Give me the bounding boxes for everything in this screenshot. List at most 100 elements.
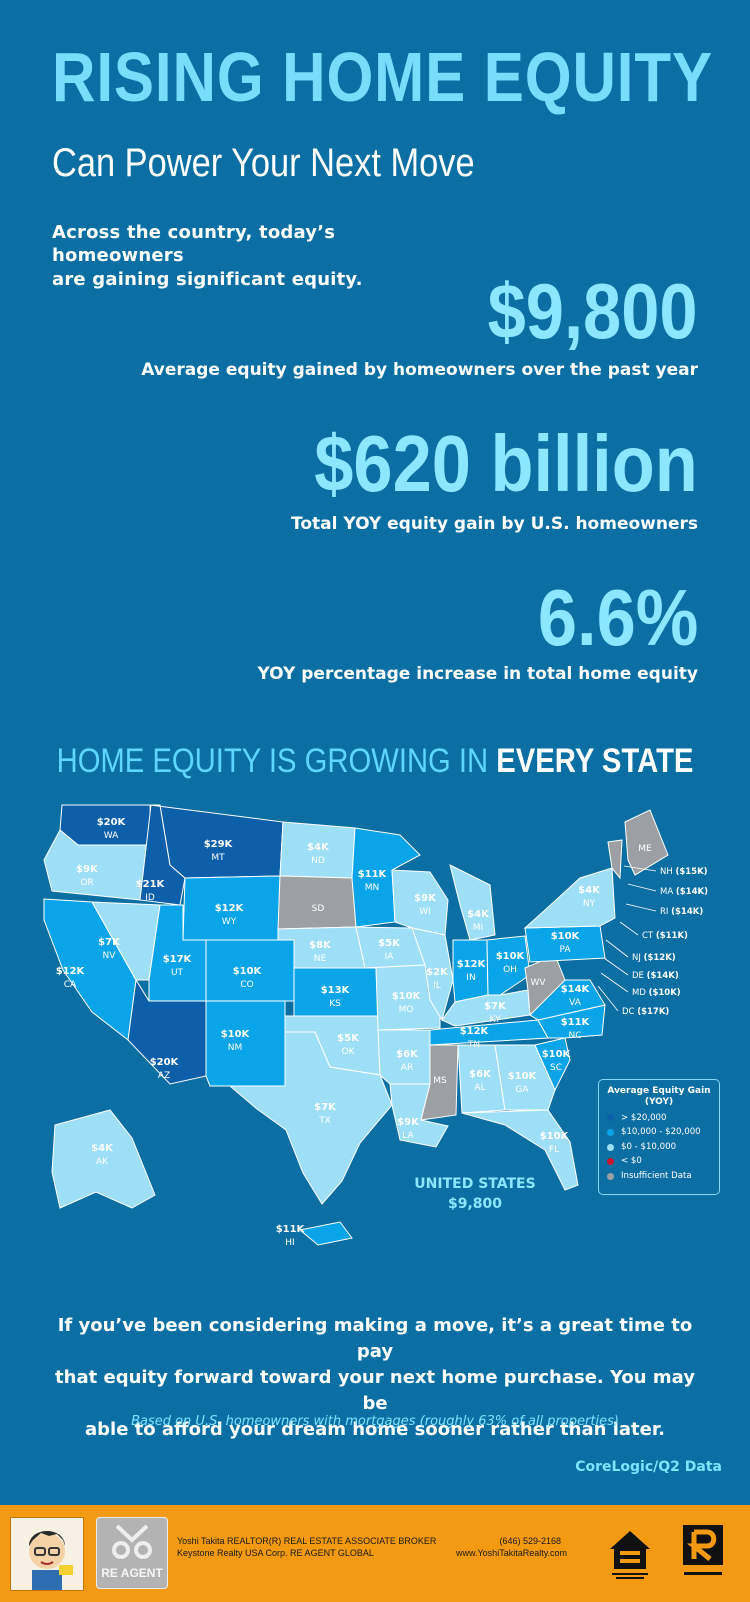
state-abbr-ms: MS <box>433 1076 447 1086</box>
state-abbr-az: AZ <box>158 1071 170 1081</box>
state-value-il: $2K <box>426 967 449 978</box>
state-abbr-ky: KY <box>489 1015 501 1025</box>
legend-item-10k-20k: $10,000 - $20,000 <box>607 1128 711 1137</box>
state-abbr-in: IN <box>466 973 475 983</box>
state-abbr-sc: SC <box>550 1063 562 1073</box>
state-nm <box>205 1000 286 1087</box>
state-value-sc: $10K <box>542 1049 572 1060</box>
state-value-ar: $6K <box>396 1049 419 1060</box>
national-summary: UNITED STATES $9,800 <box>405 1174 545 1215</box>
legend-swatch-10k-20k <box>607 1128 614 1136</box>
state-abbr-me: ME <box>638 844 652 854</box>
intro-line-2: are gaining significant equity. <box>52 268 363 290</box>
closing-line-1: If you’ve been considering making a move… <box>57 1315 693 1363</box>
state-value-mo: $10K <box>392 991 422 1002</box>
callout-line-nh <box>623 865 657 872</box>
map-heading-emphasis: EVERY STATE <box>496 742 694 780</box>
state-value-oh: $10K <box>496 951 526 962</box>
legend-title-line-2: (YOY) <box>644 1096 674 1107</box>
footnote: Based on U.S. homeowners with mortgages … <box>131 1414 619 1429</box>
state-abbr-ks: KS <box>329 999 341 1009</box>
callout-label-dc: DC ($17K) <box>622 1007 669 1017</box>
state-ny <box>523 867 616 929</box>
legend-label-under-zero: < $0 <box>621 1156 642 1167</box>
stat-average-equity-label: Average equity gained by homeowners over… <box>141 360 698 380</box>
state-abbr-mn: MN <box>365 883 380 893</box>
state-value-ca: $12K <box>56 966 86 977</box>
intro-line-1: Across the country, today’s homeowners <box>52 222 336 267</box>
state-abbr-mo: MO <box>399 1005 414 1015</box>
state-value-fl: $10K <box>540 1131 570 1142</box>
state-abbr-wy: WY <box>222 917 237 927</box>
state-value-mn: $11K <box>358 869 388 880</box>
state-abbr-il: IL <box>433 981 441 991</box>
legend-swatch-over-20k <box>607 1114 614 1122</box>
agent-website: www.YoshiTakitaRealty.com <box>456 1547 568 1558</box>
state-abbr-tx: TX <box>318 1116 331 1126</box>
agent-line-1: Yoshi Takita REALTOR(R) REAL ESTATE ASSO… <box>177 1536 437 1546</box>
state-value-nv: $7K <box>98 937 121 948</box>
re-agent-logo-text: RE AGENT <box>101 1566 163 1580</box>
map-callouts: NH ($15K) MA ($14K) RI ($14K) CT ($11K) NJ (… <box>597 865 708 1017</box>
closing-line-3: able to afford your dream home sooner ra… <box>85 1419 665 1441</box>
callout-line-de <box>603 957 629 976</box>
agent-avatar-graphic <box>11 1518 83 1590</box>
state-ga <box>494 1044 556 1111</box>
legend-label-10k-20k: $10,000 - $20,000 <box>621 1127 701 1138</box>
state-abbr-wa: WA <box>104 831 119 841</box>
closing-line-2: that equity forward toward your next hom… <box>55 1367 695 1415</box>
map-shapes <box>43 804 669 1246</box>
legend-title: Average Equity Gain (YOY) <box>607 1086 711 1108</box>
state-abbr-ne: NE <box>314 954 327 964</box>
state-abbr-ny: NY <box>583 899 596 909</box>
contact-info: (646) 529-2168 www.YoshiTakitaRealty.com <box>456 1536 567 1559</box>
state-ak <box>51 1109 156 1209</box>
state-abbr-ak: AK <box>96 1157 109 1167</box>
agent-line-2: Keystone Realty USA Corp. RE AGENT GLOBA… <box>177 1547 374 1558</box>
state-oh <box>486 935 531 996</box>
national-summary-label: UNITED STATES <box>414 1176 536 1192</box>
legend-label-insufficient-data: Insufficient Data <box>621 1170 692 1181</box>
state-tx <box>228 1031 393 1205</box>
state-hi <box>298 1221 353 1246</box>
state-abbr-wv: WV <box>530 978 546 988</box>
state-value-va: $14K <box>561 984 591 995</box>
state-value-mi: $4K <box>467 909 490 920</box>
agent-avatar <box>10 1517 84 1591</box>
callout-label-md: MD ($10K) <box>632 988 681 998</box>
state-abbr-sd: SD <box>312 904 325 914</box>
map-labels: $20K WA $9K OR $12K CA $7K NV $21K ID $29K MT $12K WY… <box>56 817 652 1248</box>
state-abbr-ia: IA <box>385 952 395 962</box>
state-value-ne: $8K <box>309 940 332 951</box>
state-value-az: $20K <box>150 1057 180 1068</box>
state-value-in: $12K <box>457 959 487 970</box>
callout-line-dc <box>597 985 619 1012</box>
state-abbr-mt: MT <box>211 853 225 863</box>
legend-swatch-under-zero <box>607 1158 614 1166</box>
footer: RE AGENT Yoshi Takita REALTOR(R) REAL ES… <box>0 1505 750 1602</box>
state-mi <box>449 864 496 941</box>
headline-title: RISING HOME EQUITY <box>52 38 714 116</box>
state-abbr-hi: HI <box>285 1238 294 1248</box>
callout-line-md <box>600 972 629 993</box>
map-legend: Average Equity Gain (YOY) > $20,000 $10,… <box>598 1079 720 1195</box>
state-abbr-ut: UT <box>171 968 184 978</box>
national-summary-value: $9,800 <box>447 1196 503 1213</box>
stat-percentage-value: 6.6% <box>537 573 698 662</box>
legend-item-insufficient-data: Insufficient Data <box>607 1172 711 1181</box>
state-value-al: $6K <box>469 1069 492 1080</box>
state-value-ok: $5K <box>337 1033 360 1044</box>
state-value-mt: $29K <box>204 839 234 850</box>
callout-label-ri: RI ($14K) <box>660 907 703 917</box>
legend-item-over-20k: > $20,000 <box>607 1113 711 1123</box>
state-value-tn: $12K <box>460 1026 490 1037</box>
intro-text: Across the country, today’s homeowners a… <box>52 221 472 291</box>
state-abbr-al: AL <box>474 1083 485 1093</box>
legend-label-0-10k: $0 - $10,000 <box>621 1141 677 1152</box>
callout-label-ct: CT ($11K) <box>642 931 688 941</box>
state-abbr-nm: NM <box>228 1043 243 1053</box>
stat-percentage-label: YOY percentage increase in total home eq… <box>257 664 698 684</box>
stat-total-gain-label: Total YOY equity gain by U.S. homeowners <box>291 514 698 534</box>
state-me <box>624 809 669 876</box>
